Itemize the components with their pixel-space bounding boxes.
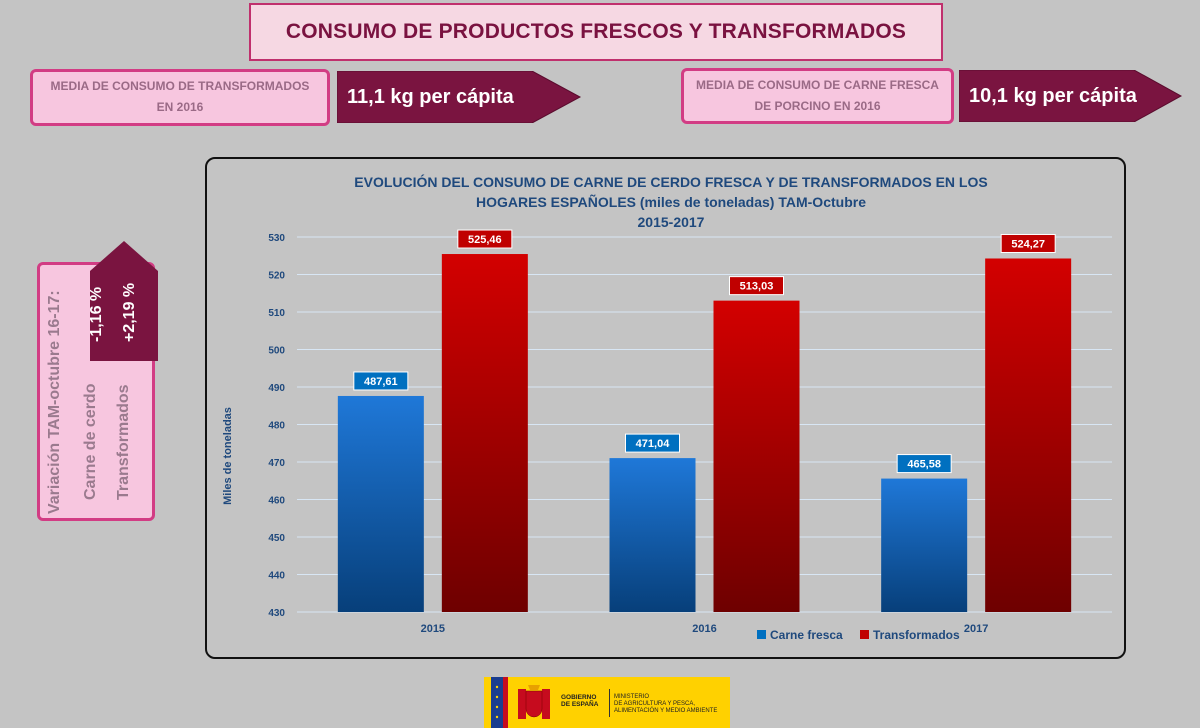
stat-label-carne-fresca-line2: DE PORCINO EN 2016 — [754, 99, 881, 113]
chart-title-line2: HOGARES ESPAÑOLES (miles de toneladas) T… — [476, 193, 866, 210]
stat-value-transformados: 11,1 kg per cápita — [347, 85, 514, 108]
stat-label-transformados: MEDIA DE CONSUMO DE TRANSFORMADOS EN 201… — [30, 69, 330, 126]
arrow-shape — [959, 70, 1183, 122]
y-tick-label: 430 — [268, 608, 285, 619]
stat-label-carne-fresca-line1: MEDIA DE CONSUMO DE CARNE FRESCA — [696, 78, 939, 92]
legend-label: Transformados — [873, 628, 960, 642]
bar-carne-fresca-2015 — [337, 395, 424, 612]
logo-min-line2: DE AGRICULTURA Y PESCA, — [614, 701, 696, 707]
bar-carne-fresca-2016 — [609, 458, 696, 612]
variation-arrow — [90, 241, 158, 361]
data-label-box — [457, 229, 513, 249]
logo-min-line1: MINISTERIO — [614, 694, 650, 700]
data-label-box — [896, 454, 952, 474]
variation-heading: Variación TAM-octubre 16-17: — [46, 290, 63, 514]
spain-coat-of-arms-icon — [491, 677, 550, 728]
bar-transformados-2016 — [713, 300, 800, 612]
logo-gov-line2: DE ESPAÑA — [561, 701, 599, 708]
variation-row2-value: +2,19 % — [121, 282, 138, 342]
logo-gov-line1: GOBIERNO — [561, 694, 597, 701]
data-label-box — [625, 433, 680, 453]
data-label: 513,03 — [740, 281, 774, 293]
chart-title-line3: 2015-2017 — [638, 214, 705, 230]
stat-value-arrow-transformados: 11,1 kg per cápita — [337, 71, 582, 123]
y-tick-label: 530 — [268, 233, 285, 244]
legend-swatch — [757, 630, 766, 639]
data-label-box — [353, 371, 409, 391]
data-label-box — [729, 276, 784, 296]
arrow-shape — [337, 71, 582, 123]
y-tick-label: 510 — [268, 308, 285, 319]
data-label: 471,04 — [636, 438, 671, 450]
y-tick-label: 470 — [268, 458, 285, 469]
government-logo: GOBIERNO DE ESPAÑA MINISTERIO DE AGRICUL… — [484, 677, 730, 728]
y-tick-label: 500 — [268, 346, 285, 357]
data-label: 524,27 — [1011, 238, 1045, 250]
data-label: 465,58 — [907, 459, 941, 471]
logo-divider — [609, 689, 610, 717]
variation-row1-value: -1,16 % — [88, 286, 105, 342]
bar-carne-fresca-2017 — [881, 478, 968, 612]
stat-value-arrow-carne-fresca: 10,1 kg per cápita — [959, 70, 1183, 122]
y-axis-label: Miles de toneladas — [222, 407, 234, 505]
chart-title-line1: EVOLUCIÓN DEL CONSUMO DE CARNE DE CERDO … — [354, 173, 987, 190]
logo-ministry-text: MINISTERIO DE AGRICULTURA Y PESCA, ALIME… — [614, 694, 717, 715]
stat-value-carne-fresca: 10,1 kg per cápita — [969, 84, 1137, 107]
data-label: 487,61 — [364, 376, 398, 388]
legend-label: Carne fresca — [770, 628, 843, 642]
x-tick-label: 2015 — [421, 623, 445, 635]
legend-swatch — [860, 630, 869, 639]
y-tick-label: 460 — [268, 496, 285, 507]
bar-transformados-2017 — [985, 258, 1072, 612]
bar-transformados-2015 — [441, 254, 528, 612]
logo-government-text: GOBIERNO DE ESPAÑA — [561, 694, 598, 708]
x-tick-label: 2017 — [964, 623, 988, 635]
chart-frame: EVOLUCIÓN DEL CONSUMO DE CARNE DE CERDO … — [205, 157, 1126, 659]
logo-min-line3: ALIMENTACIÓN Y MEDIO AMBIENTE — [614, 708, 718, 714]
stat-label-carne-fresca: MEDIA DE CONSUMO DE CARNE FRESCA DE PORC… — [681, 68, 954, 124]
stat-label-transformados-line2: EN 2016 — [156, 100, 204, 114]
y-tick-label: 450 — [268, 533, 285, 544]
page-title-box: CONSUMO DE PRODUCTOS FRESCOS Y TRANSFORM… — [249, 3, 943, 61]
y-tick-label: 490 — [268, 383, 285, 394]
bar-chart: EVOLUCIÓN DEL CONSUMO DE CARNE DE CERDO … — [222, 173, 1112, 642]
variation-row1-label: Carne de cerdo — [82, 383, 99, 500]
y-tick-label: 480 — [268, 421, 285, 432]
y-tick-label: 520 — [268, 271, 285, 282]
page-title: CONSUMO DE PRODUCTOS FRESCOS Y TRANSFORM… — [285, 20, 907, 43]
data-label: 525,46 — [468, 234, 502, 246]
x-tick-label: 2016 — [692, 623, 716, 635]
data-label-box — [1000, 233, 1056, 253]
variation-row2-label: Transformados — [115, 384, 132, 500]
stat-label-transformados-line1: MEDIA DE CONSUMO DE TRANSFORMADOS — [50, 79, 310, 93]
y-tick-label: 440 — [268, 571, 285, 582]
